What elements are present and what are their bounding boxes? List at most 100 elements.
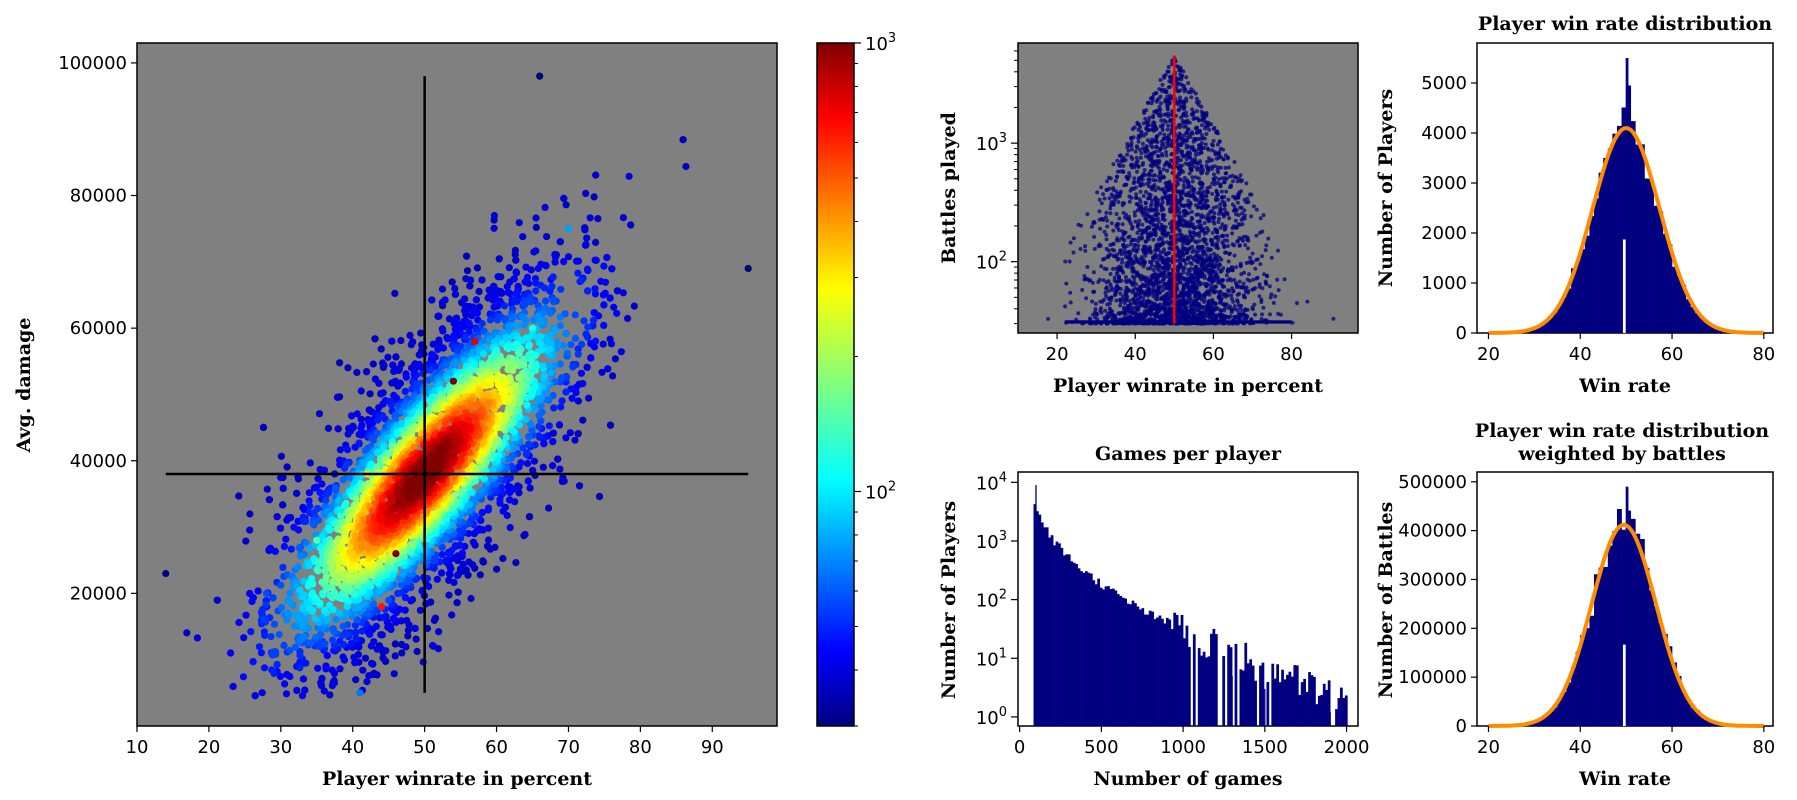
scatter-point <box>326 526 334 534</box>
scatter-point <box>556 360 564 368</box>
scatter-point <box>388 337 396 345</box>
scatter-point <box>519 233 527 241</box>
scatter-point <box>549 429 558 437</box>
scatter-point <box>300 633 308 641</box>
scatter-point <box>379 359 387 367</box>
scatter-point <box>531 441 539 449</box>
scatter-point <box>277 581 285 589</box>
scatter-point <box>586 214 594 222</box>
scatter-point <box>336 665 344 673</box>
scatter-point <box>500 302 509 310</box>
scatter-point <box>519 444 527 452</box>
scatter-point <box>298 692 307 700</box>
scatter-point <box>484 542 492 550</box>
scatter-point <box>441 296 449 304</box>
scatter-point <box>453 572 461 580</box>
scatter-point <box>512 289 520 298</box>
scatter-point <box>523 449 531 457</box>
scatter-point <box>452 360 460 368</box>
scatter-point <box>445 550 453 558</box>
scatter-point <box>477 487 485 495</box>
scatter-point <box>301 686 309 694</box>
scatter-point <box>213 596 221 604</box>
scatter-point <box>452 314 461 322</box>
scatter-point <box>603 253 611 262</box>
scatter-point <box>543 233 551 241</box>
scatter-point <box>315 642 324 651</box>
scatter-point <box>525 440 533 448</box>
scatter-point <box>541 284 549 292</box>
scatter-point <box>260 664 269 672</box>
scatter-point <box>351 621 360 629</box>
scatter-point <box>532 223 540 231</box>
scatter-point <box>371 335 379 343</box>
scatter-point <box>451 284 459 293</box>
scatter-point <box>454 347 462 355</box>
scatter-point <box>439 344 447 352</box>
scatter-point <box>314 475 322 483</box>
scatter-point <box>443 335 452 343</box>
scatter-point <box>473 309 481 317</box>
scatter-point <box>599 340 607 348</box>
scatter-point <box>517 459 525 467</box>
scatter-point <box>515 489 523 497</box>
scatter-point <box>416 606 424 614</box>
scatter-point <box>475 287 483 296</box>
scatter-point <box>385 596 393 604</box>
scatter-point <box>597 277 605 285</box>
scatter-point <box>339 622 347 630</box>
scatter-point <box>535 411 543 420</box>
scatter-point <box>296 652 304 660</box>
scatter-point <box>394 365 402 373</box>
scatter-point <box>301 517 310 526</box>
scatter-point <box>545 504 553 512</box>
scatter-point <box>624 314 632 322</box>
scatter-point <box>338 631 346 640</box>
scatter-point <box>478 276 486 284</box>
scatter-point <box>387 401 396 409</box>
scatter-point <box>321 640 329 648</box>
scatter-point <box>551 250 559 259</box>
scatter-point <box>619 289 627 297</box>
scatter-point <box>336 446 344 454</box>
scatter-point <box>445 315 454 323</box>
scatter-point <box>271 648 279 656</box>
scatter-point <box>458 549 466 557</box>
scatter-point <box>407 341 415 349</box>
scatter-point <box>322 496 330 504</box>
scatter-point <box>550 404 558 412</box>
scatter-point <box>532 214 540 222</box>
scatter-point <box>397 336 405 345</box>
scatter-point <box>355 430 363 438</box>
scatter-point <box>367 642 375 650</box>
scatter-point <box>539 463 547 471</box>
scatter-point <box>523 401 531 409</box>
scatter-point <box>505 322 513 330</box>
scatter-point <box>300 506 308 514</box>
scatter-point <box>682 162 690 171</box>
scatter-point <box>334 425 342 433</box>
scatter-point <box>568 394 576 402</box>
scatter-point <box>606 335 614 343</box>
scatter-point <box>239 673 247 681</box>
scatter-point <box>366 630 374 639</box>
scatter-point <box>317 682 326 690</box>
scatter-point <box>332 616 340 624</box>
scatter-point <box>434 645 442 653</box>
scatter-point <box>571 436 579 444</box>
scatter-point <box>494 273 502 281</box>
scatter-point <box>459 560 467 568</box>
scatter-point <box>625 172 633 180</box>
scatter-point <box>489 465 497 473</box>
scatter-point <box>314 664 322 672</box>
scatter-point <box>365 672 373 680</box>
scatter-point <box>574 269 582 277</box>
scatter-point <box>503 344 511 352</box>
scatter-point <box>235 492 243 500</box>
scatter-point <box>242 611 250 619</box>
scatter-point <box>512 559 520 567</box>
scatter-point <box>279 563 287 572</box>
scatter-point <box>506 496 514 504</box>
scatter-point <box>386 516 394 525</box>
scatter-point <box>512 256 520 264</box>
